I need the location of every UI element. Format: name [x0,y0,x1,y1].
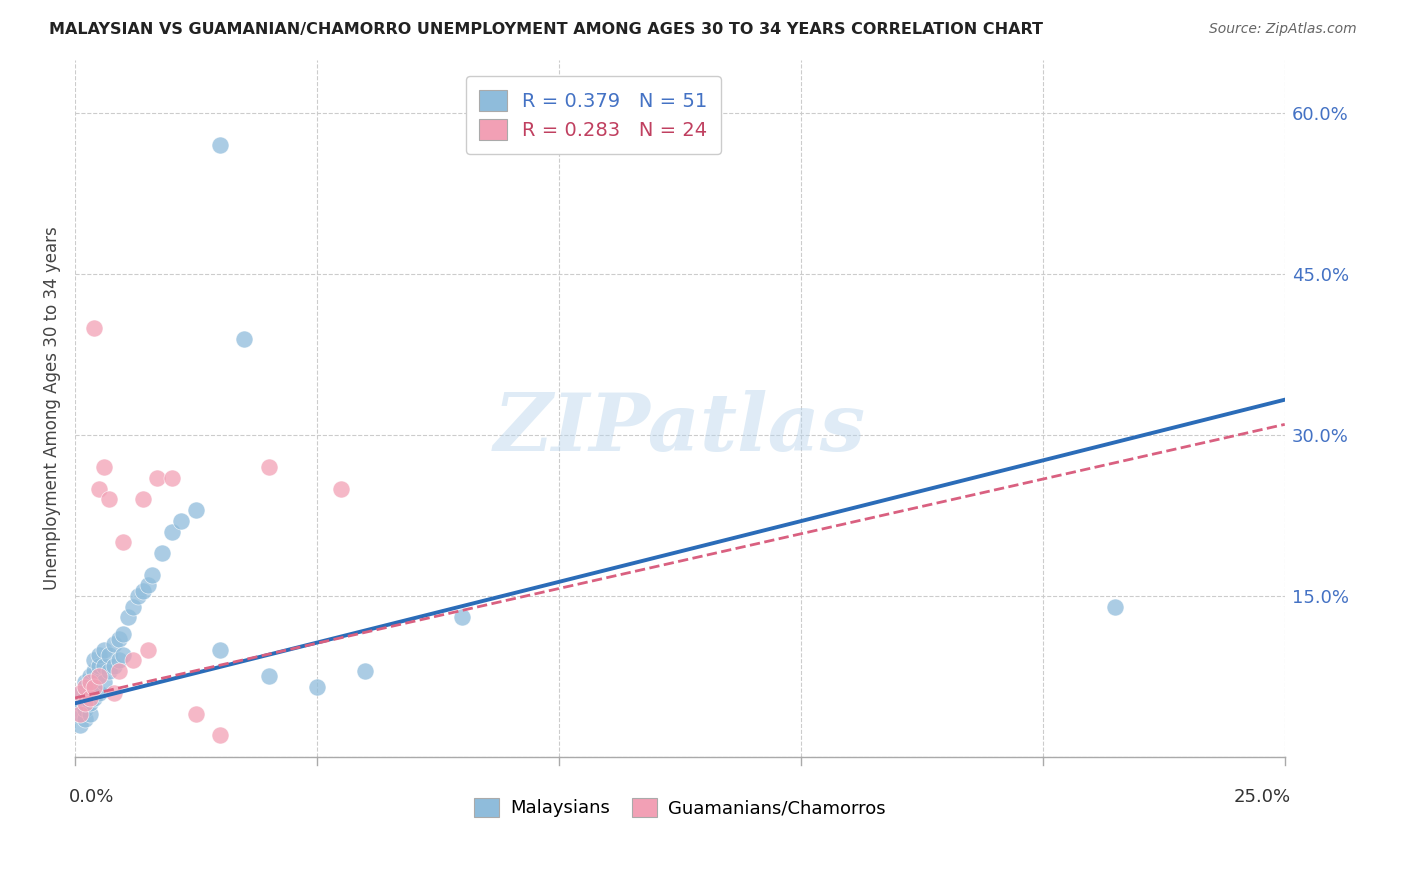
Point [136,642,159,657]
Point [89,669,111,683]
Point [93,460,115,475]
Point [127,589,149,603]
Y-axis label: Unemployment Among Ages 30 to 34 years: Unemployment Among Ages 30 to 34 years [44,227,60,591]
Point [69,718,91,732]
Point [112,535,135,549]
Point [548,79,571,94]
Point [89,658,111,673]
Point [79,690,101,705]
Point [117,610,139,624]
Point [330,482,353,496]
Point [89,669,111,683]
Point [209,642,232,657]
Point [1104,599,1126,614]
Point [103,658,125,673]
Point [69,706,91,721]
Text: ZIPatlas: ZIPatlas [494,391,866,468]
Point [83,664,105,678]
Point [141,567,163,582]
Point [97,492,120,507]
Point [160,471,183,485]
Point [107,632,129,646]
Point [103,685,125,699]
Point [79,696,101,710]
Point [79,685,101,699]
Point [122,599,145,614]
Point [354,664,377,678]
Point [89,648,111,662]
Point [97,648,120,662]
Point [69,685,91,699]
Point [305,680,328,694]
Point [73,680,96,694]
Point [79,674,101,689]
Point [89,482,111,496]
Point [83,680,105,694]
Point [136,578,159,592]
Point [233,332,256,346]
Point [83,321,105,335]
Point [83,680,105,694]
Point [93,674,115,689]
Text: Source: ZipAtlas.com: Source: ZipAtlas.com [1209,22,1357,37]
Point [73,701,96,715]
Point [150,546,173,560]
Point [69,706,91,721]
Point [112,648,135,662]
Point [73,680,96,694]
Text: 0.0%: 0.0% [69,789,114,806]
Point [257,460,280,475]
Point [146,471,169,485]
Text: MALAYSIAN VS GUAMANIAN/CHAMORRO UNEMPLOYMENT AMONG AGES 30 TO 34 YEARS CORRELATI: MALAYSIAN VS GUAMANIAN/CHAMORRO UNEMPLOY… [49,22,1043,37]
Point [89,685,111,699]
Point [83,690,105,705]
Point [73,674,96,689]
Point [209,138,232,153]
Point [79,706,101,721]
Point [122,653,145,667]
Point [103,637,125,651]
Point [184,503,207,517]
Point [209,729,232,743]
Text: 25.0%: 25.0% [1233,789,1291,806]
Legend: Malaysians, Guamanians/Chamorros: Malaysians, Guamanians/Chamorros [467,790,893,824]
Point [79,669,101,683]
Point [257,669,280,683]
Point [107,653,129,667]
Point [112,626,135,640]
Point [73,713,96,727]
Point [93,642,115,657]
Point [69,696,91,710]
Point [73,690,96,705]
Point [184,706,207,721]
Point [451,610,474,624]
Point [132,492,155,507]
Point [73,696,96,710]
Point [107,664,129,678]
Point [170,514,193,528]
Point [93,658,115,673]
Point [97,664,120,678]
Point [83,653,105,667]
Point [69,685,91,699]
Point [160,524,183,539]
Point [132,583,155,598]
